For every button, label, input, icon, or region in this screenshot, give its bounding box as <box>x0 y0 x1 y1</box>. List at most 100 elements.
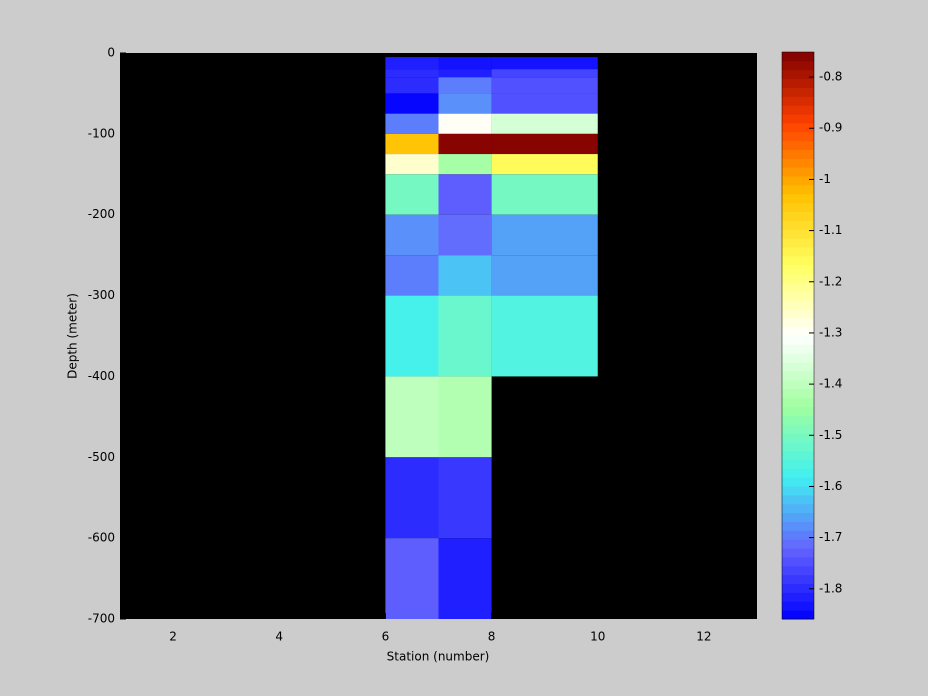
heatmap-cell <box>491 133 598 155</box>
y-tick-label: -200 <box>88 207 115 221</box>
colorbar-band <box>782 149 814 159</box>
colorbar-band <box>782 539 814 549</box>
colorbar-band <box>782 441 814 452</box>
colorbar-tick-label: -1.4 <box>819 377 842 391</box>
colorbar-band <box>782 379 814 390</box>
heatmap-cell <box>491 154 598 175</box>
heatmap-cell <box>385 174 439 215</box>
colorbar-band <box>782 592 814 602</box>
colorbar-band <box>782 415 814 425</box>
heatmap-cell <box>438 154 492 175</box>
x-tick-label: 8 <box>488 630 496 644</box>
colorbar-band <box>782 565 814 576</box>
colorbar-band <box>782 202 814 212</box>
heatmap-cell <box>491 255 598 296</box>
heatmap-cell <box>385 69 439 78</box>
x-tick-label: 10 <box>590 630 605 644</box>
colorbar-band <box>782 52 814 62</box>
colorbar-tick-label: -1.8 <box>819 581 842 595</box>
colorbar-band <box>782 512 814 523</box>
colorbar-band <box>782 131 814 142</box>
colorbar-band <box>782 459 814 469</box>
colorbar-band <box>782 255 814 266</box>
heatmap-cell <box>438 174 492 215</box>
colorbar-tick-label: -1.1 <box>819 223 842 237</box>
colorbar-band <box>782 238 814 248</box>
heatmap-cell <box>385 93 439 114</box>
colorbar-band <box>782 229 814 239</box>
heatmap-cell <box>438 77 492 94</box>
colorbar-tick-label: -1.6 <box>819 479 842 493</box>
heatmap-cell <box>491 295 598 377</box>
colorbar-band <box>782 211 814 221</box>
colorbar-tick-label: -1 <box>819 172 831 186</box>
heatmap-cell <box>438 113 492 134</box>
heatmap-cell <box>385 154 439 175</box>
colorbar-band <box>782 344 814 354</box>
colorbar-band <box>782 530 814 540</box>
heatmap-cell <box>385 77 439 94</box>
heatmap-cell <box>385 255 439 296</box>
colorbar-band <box>782 167 814 177</box>
colorbar-band <box>782 317 814 328</box>
colorbar-band <box>782 282 814 292</box>
colorbar-band <box>782 220 814 230</box>
colorbar-band <box>782 548 814 558</box>
heatmap-cell <box>491 174 598 215</box>
colorbar-band <box>782 96 814 106</box>
heatmap-cell <box>385 457 439 539</box>
heatmap-cell <box>385 295 439 377</box>
heatmap-cell <box>385 214 439 256</box>
heatmap-cell <box>438 538 492 619</box>
y-tick-label: -600 <box>88 531 115 545</box>
colorbar-band <box>782 610 814 620</box>
colorbar-band <box>782 158 814 168</box>
x-tick-label: 6 <box>382 630 390 644</box>
y-axis-label: Depth (meter) <box>66 293 80 379</box>
y-tick-label: -300 <box>88 288 115 302</box>
colorbar-band <box>782 308 814 319</box>
colorbar-band <box>782 184 814 195</box>
heatmap-cell <box>438 295 492 377</box>
heatmap-cell <box>438 255 492 296</box>
colorbar-band <box>782 140 814 150</box>
heatmap-cell <box>491 57 598 70</box>
y-tick-label: -400 <box>88 369 115 383</box>
colorbar-band <box>782 291 814 301</box>
colorbar-band <box>782 69 814 80</box>
colorbar-band <box>782 503 814 514</box>
colorbar-band <box>782 574 814 585</box>
heatmap-cell <box>438 214 492 256</box>
colorbar-band <box>782 432 814 443</box>
heatmap-cell <box>491 69 598 78</box>
heatmap-cell <box>438 93 492 114</box>
colorbar-band <box>782 273 814 283</box>
colorbar-band <box>782 335 814 345</box>
colorbar-band <box>782 300 814 310</box>
y-tick-label: 0 <box>107 46 115 60</box>
colorbar-band <box>782 583 814 593</box>
colorbar-band <box>782 362 814 372</box>
colorbar-tick-label: -1.3 <box>819 325 842 339</box>
heatmap-cell <box>385 113 439 134</box>
heatmap-cell <box>491 113 598 134</box>
heatmap-cell <box>438 457 492 539</box>
heatmap-cell <box>491 77 598 94</box>
colorbar-band <box>782 105 814 115</box>
colorbar-band <box>782 193 814 204</box>
colorbar-band <box>782 388 814 399</box>
x-tick-label: 12 <box>696 630 711 644</box>
heatmap-cell <box>491 214 598 256</box>
colorbar-band <box>782 556 814 567</box>
colorbar-band <box>782 468 814 478</box>
heatmap-cell <box>438 133 492 155</box>
colorbar-band <box>782 397 814 407</box>
colorbar-band <box>782 477 814 487</box>
colorbar-band <box>782 521 814 531</box>
colorbar-band <box>782 78 814 88</box>
y-tick-label: -100 <box>88 126 115 140</box>
colorbar-band <box>782 114 814 124</box>
colorbar-tick-label: -0.9 <box>819 121 842 135</box>
heatmap-cell <box>385 376 439 458</box>
